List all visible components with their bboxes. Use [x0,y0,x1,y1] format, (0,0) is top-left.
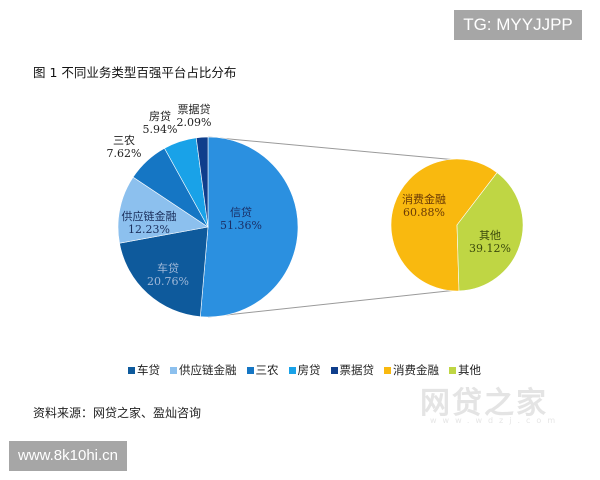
connector-line [207,136,458,161]
connector-line [207,289,458,318]
label-xiaofeijinrong: 消费金融 60.88% [402,193,446,219]
legend-item-xiaofeijinrong: 消费金融 [384,362,439,378]
chart-title: 图 1 不同业务类型百强平台占比分布 [33,65,237,80]
chart-legend: 车贷 供应链金融 三农 房贷 票据贷 消费金融 其他 [128,362,481,378]
legend-item-fangdai: 房贷 [288,362,321,378]
legend-item-sannong: 三农 [246,362,279,378]
legend-label: 供应链金融 [179,363,237,377]
legend-swatch [170,366,177,374]
legend-label: 其他 [458,363,481,377]
source-note: 资料来源：网贷之家、盈灿咨询 [33,406,202,420]
label-fangdai: 房贷 5.94% [142,110,178,136]
label-piaojudai: 票据贷 2.09% [176,103,212,129]
legend-item-gongyinglian: 供应链金融 [170,362,237,378]
legend-item-chedai: 车贷 [128,362,160,378]
legend-swatch [449,366,456,374]
legend-swatch [288,366,296,374]
label-gongyinglian: 供应链金融 12.23% [121,210,177,236]
legend-item-piaojudai: 票据贷 [330,362,375,378]
watermark-logo: 网贷之家 [420,386,548,421]
left-pie-slice [195,136,209,228]
legend-label: 车贷 [137,363,160,377]
legend-swatch [128,366,135,374]
legend-item-qita: 其他 [449,362,481,378]
left-pie-slice [117,176,209,244]
legend-swatch [384,366,391,374]
left-pie-slice [199,136,299,318]
watermark-logo-sub: www.wdzj.com [430,416,562,425]
label-chedai: 车贷 20.76% [147,262,189,288]
right-pie-slice [390,158,498,292]
legend-label: 消费金融 [393,363,439,377]
label-qita: 其他 39.12% [469,229,511,255]
left-pie-slice [119,226,209,317]
legend-swatch [246,366,254,374]
legend-swatch [330,366,338,374]
label-sannong: 三农 7.62% [106,134,142,160]
legend-label: 三农 [255,363,279,377]
label-xindai: 信贷 51.36% [220,206,262,232]
watermark-tg: TG: MYYJJPP [454,10,582,40]
watermark-site: www.8k10hi.cn [9,441,127,471]
legend-label: 票据贷 [339,363,375,377]
right-pie-slice [456,172,524,292]
legend-label: 房贷 [297,363,321,377]
